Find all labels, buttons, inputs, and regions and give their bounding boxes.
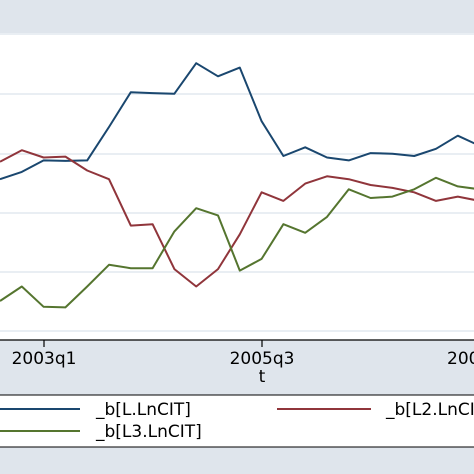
series-layer xyxy=(0,62,474,309)
x-axis-title: t xyxy=(259,367,266,387)
legend-label: _b[L.LnCIT] xyxy=(95,400,191,420)
series-line xyxy=(0,149,474,288)
x-tick-label: 200 xyxy=(447,349,474,369)
x-tick-label: 2003q1 xyxy=(12,349,77,369)
plot-area xyxy=(0,34,474,340)
series-line xyxy=(0,62,474,181)
x-tick-label: 2005q3 xyxy=(230,349,295,369)
legend-box xyxy=(0,394,474,448)
legend-label: _b[L2.LnCIT] xyxy=(385,400,474,420)
series-line xyxy=(0,176,474,309)
legend-label: _b[L3.LnCIT] xyxy=(95,422,202,442)
